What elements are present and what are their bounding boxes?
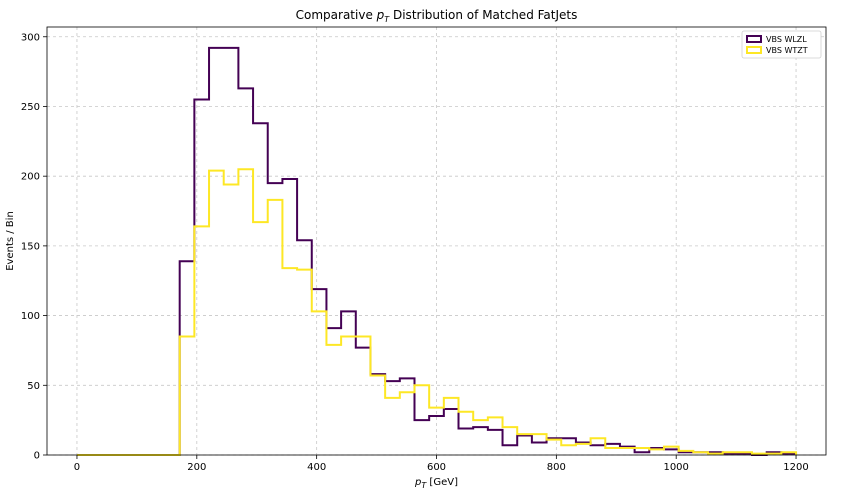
xlabel-unit: [GeV] xyxy=(426,477,458,488)
y-tick-label: 0 xyxy=(34,451,40,462)
series-steps xyxy=(76,46,798,456)
xlabel-symbol: p xyxy=(414,477,421,488)
title-symbol: p xyxy=(376,8,385,22)
plot-frame xyxy=(46,26,827,456)
legend: VBS WLZL VBS WTZT xyxy=(741,30,822,59)
x-tick-label: 400 xyxy=(307,462,326,473)
y-tick-label: 300 xyxy=(21,32,40,43)
y-tick-label: 100 xyxy=(21,311,40,322)
legend-swatch xyxy=(746,46,762,54)
grid-lines xyxy=(47,27,826,456)
legend-swatch xyxy=(746,35,762,43)
legend-label: VBS WTZT xyxy=(766,46,808,55)
x-tick-label: 0 xyxy=(74,462,80,473)
y-axis-label: Events / Bin xyxy=(5,211,16,271)
title-sub: T xyxy=(384,15,390,24)
series-line-1 xyxy=(76,46,798,456)
x-tick-label: 600 xyxy=(427,462,446,473)
x-tick-label: 1000 xyxy=(663,462,688,473)
chart-title: Comparative pT Distribution of Matched F… xyxy=(296,8,578,24)
y-tick-label: 250 xyxy=(21,102,40,113)
series-line-2 xyxy=(76,168,798,456)
axis-ticks: 0 200 400 600 800 1000 1200 0 50 100 150 200 250 300 xyxy=(21,32,809,473)
y-tick-label: 50 xyxy=(27,381,40,392)
legend-label: VBS WLZL xyxy=(766,35,807,44)
x-axis-label: pT [GeV] xyxy=(414,477,458,490)
title-suffix: Distribution of Matched FatJets xyxy=(389,8,577,22)
x-tick-label: 800 xyxy=(547,462,566,473)
x-tick-label: 1200 xyxy=(783,462,808,473)
xlabel-sub: T xyxy=(421,481,427,490)
y-tick-label: 200 xyxy=(21,172,40,183)
title-prefix: Comparative xyxy=(296,8,377,22)
x-tick-label: 200 xyxy=(187,462,206,473)
y-tick-label: 150 xyxy=(21,241,40,252)
